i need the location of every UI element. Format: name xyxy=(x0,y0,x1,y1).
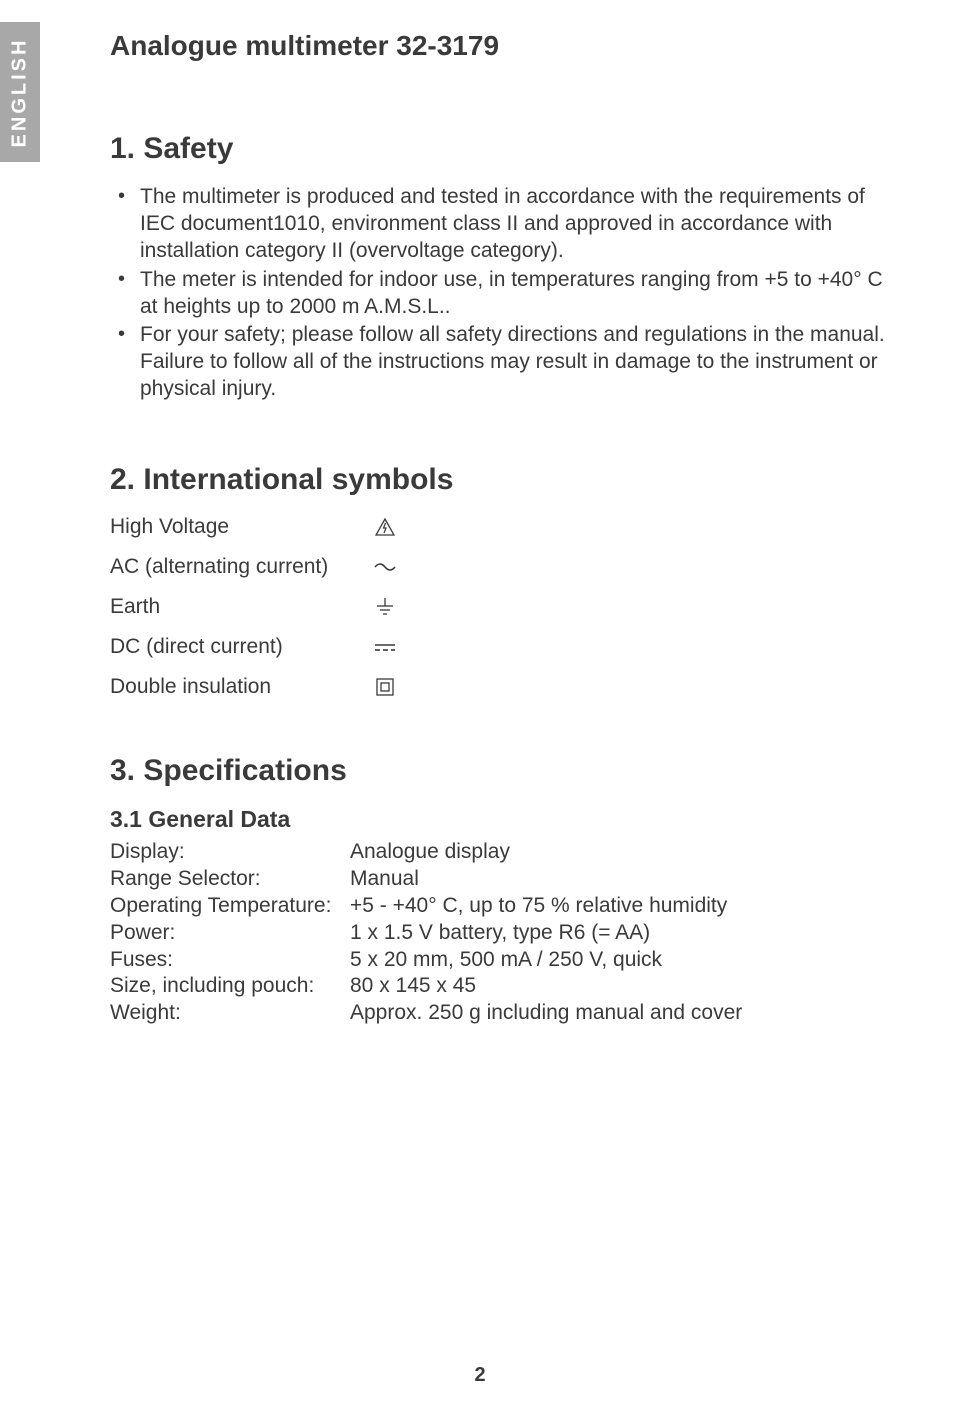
page-number: 2 xyxy=(474,1364,485,1387)
spec-value: Manual xyxy=(350,866,890,893)
symbol-label: Double insulation xyxy=(110,675,370,699)
symbol-row: AC (alternating current) xyxy=(110,555,890,579)
spec-label: Fuses: xyxy=(110,947,350,974)
earth-icon xyxy=(370,596,400,618)
spec-label: Weight: xyxy=(110,1000,350,1027)
section-1-heading: 1. Safety xyxy=(110,132,890,166)
symbol-label: AC (alternating current) xyxy=(110,555,370,579)
safety-bullet-item: The multimeter is produced and tested in… xyxy=(110,184,890,265)
section-2-heading: 2. International symbols xyxy=(110,463,890,497)
symbol-label: High Voltage xyxy=(110,515,370,539)
symbol-label: DC (direct current) xyxy=(110,635,370,659)
spec-row: Display: Analogue display xyxy=(110,839,890,866)
spec-value: Approx. 250 g including manual and cover xyxy=(350,1000,890,1027)
spec-row: Operating Temperature: +5 - +40° C, up t… xyxy=(110,893,890,920)
safety-bullet-item: The meter is intended for indoor use, in… xyxy=(110,267,890,321)
section-3-1-heading: 3.1 General Data xyxy=(110,806,890,833)
spec-label: Operating Temperature: xyxy=(110,893,350,920)
spec-value: +5 - +40° C, up to 75 % relative humidit… xyxy=(350,893,890,920)
spec-value: Analogue display xyxy=(350,839,890,866)
symbol-row: High Voltage xyxy=(110,515,890,539)
spec-row: Size, including pouch: 80 x 145 x 45 xyxy=(110,973,890,1000)
spec-label: Size, including pouch: xyxy=(110,973,350,1000)
symbol-row: DC (direct current) xyxy=(110,635,890,659)
language-tab: ENGLISH xyxy=(0,22,40,162)
safety-bullet-list: The multimeter is produced and tested in… xyxy=(110,184,890,403)
symbol-row: Earth xyxy=(110,595,890,619)
spec-row: Range Selector: Manual xyxy=(110,866,890,893)
spec-table: Display: Analogue display Range Selector… xyxy=(110,839,890,1027)
double-insulation-icon xyxy=(370,676,400,698)
spec-row: Power: 1 x 1.5 V battery, type R6 (= AA) xyxy=(110,920,890,947)
spec-label: Display: xyxy=(110,839,350,866)
spec-row: Weight: Approx. 250 g including manual a… xyxy=(110,1000,890,1027)
spec-value: 80 x 145 x 45 xyxy=(350,973,890,1000)
spec-label: Power: xyxy=(110,920,350,947)
symbol-row: Double insulation xyxy=(110,675,890,699)
spec-value: 5 x 20 mm, 500 mA / 250 V, quick xyxy=(350,947,890,974)
spec-row: Fuses: 5 x 20 mm, 500 mA / 250 V, quick xyxy=(110,947,890,974)
symbols-table: High Voltage AC (alternating current) Ea… xyxy=(110,515,890,699)
document-title: Analogue multimeter 32-3179 xyxy=(110,30,890,62)
language-tab-text: ENGLISH xyxy=(9,37,32,147)
safety-bullet-item: For your safety; please follow all safet… xyxy=(110,322,890,403)
high-voltage-icon xyxy=(370,516,400,538)
spec-label: Range Selector: xyxy=(110,866,350,893)
symbol-label: Earth xyxy=(110,595,370,619)
spec-value: 1 x 1.5 V battery, type R6 (= AA) xyxy=(350,920,890,947)
section-3-heading: 3. Specifications xyxy=(110,754,890,788)
dc-icon xyxy=(370,636,400,658)
page-content: Analogue multimeter 32-3179 1. Safety Th… xyxy=(110,30,890,1027)
ac-icon xyxy=(370,556,400,578)
